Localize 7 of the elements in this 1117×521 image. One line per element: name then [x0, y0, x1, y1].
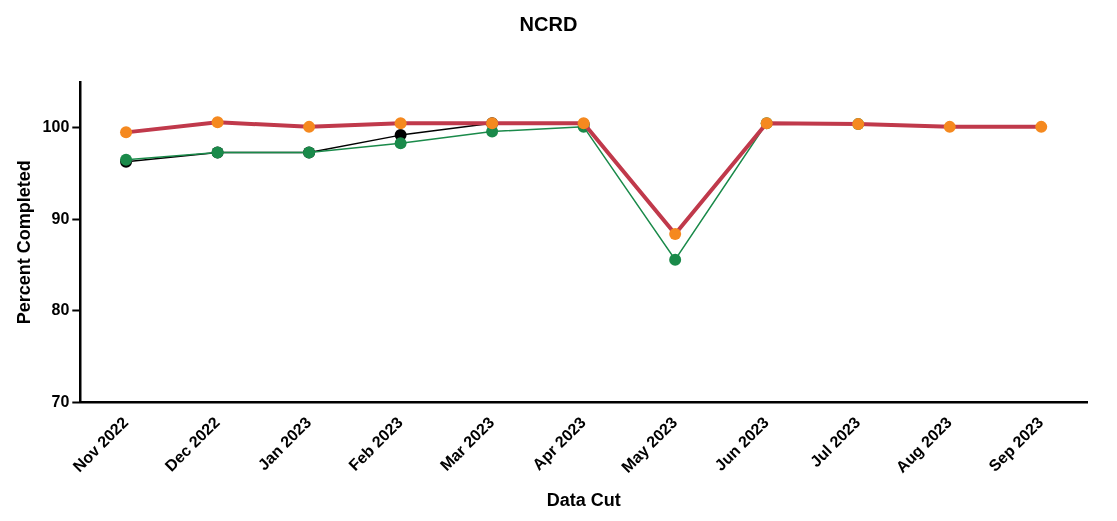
chart-title: NCRD: [519, 12, 578, 35]
y-axis-title: Percent Completed: [13, 160, 34, 325]
y-tick-label: 100: [42, 118, 70, 136]
x-axis-title: Data Cut: [546, 490, 621, 511]
y-tick-label: 90: [51, 209, 70, 227]
y-tick-label: 80: [51, 301, 70, 319]
y-tick-label: 70: [51, 392, 70, 410]
